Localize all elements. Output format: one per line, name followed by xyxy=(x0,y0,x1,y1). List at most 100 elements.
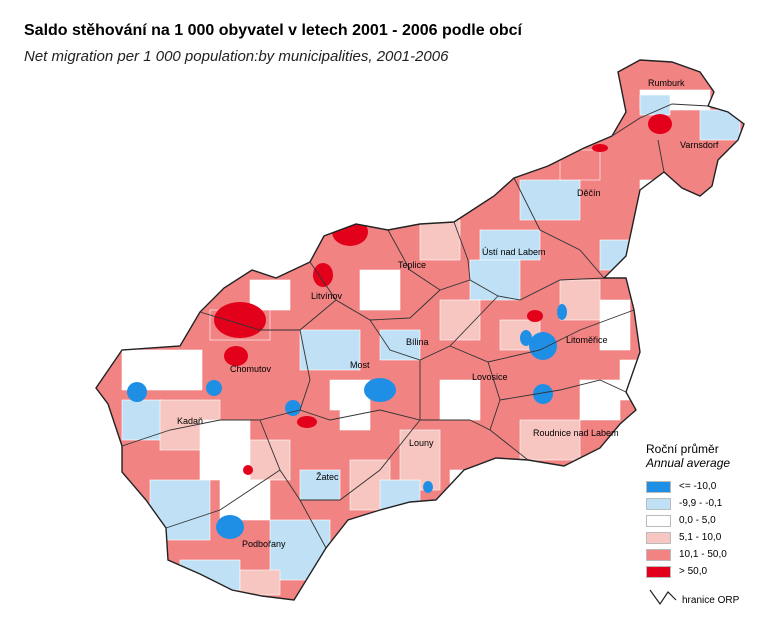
municipality-patch xyxy=(239,569,281,596)
legend-item: 10,1 - 50,0 xyxy=(646,546,768,563)
orp-border xyxy=(453,221,471,281)
municipality-patch xyxy=(313,263,333,287)
town-label-roudnice: Roudnice nad Labem xyxy=(533,428,619,438)
orp-borders xyxy=(121,103,709,549)
legend-label: > 50,0 xyxy=(679,566,708,577)
legend-swatch xyxy=(646,548,671,561)
municipality-patch xyxy=(419,219,461,261)
municipality-patch xyxy=(364,378,396,402)
municipality-patch xyxy=(699,109,741,141)
town-label-rumburk: Rumburk xyxy=(648,78,685,88)
legend-swatch xyxy=(646,480,671,493)
municipality-patch xyxy=(469,259,521,301)
municipality-patch xyxy=(179,559,241,591)
border-key: hranice ORP xyxy=(648,586,739,606)
orp-border xyxy=(611,103,709,137)
orp-border xyxy=(299,499,327,549)
town-label-litomerice: Litoměřice xyxy=(566,335,608,345)
municipality-patch xyxy=(329,379,371,411)
legend-swatch xyxy=(646,565,671,578)
municipality-patch xyxy=(533,384,553,404)
municipality-patch xyxy=(127,382,147,402)
legend-item: 0,0 - 5,0 xyxy=(646,512,768,529)
orp-border xyxy=(121,409,301,447)
municipality-patch xyxy=(199,419,251,481)
municipality-patch xyxy=(520,330,532,346)
legend-item: > 50,0 xyxy=(646,563,768,580)
town-labels: Rumburk Varnsdorf Děčín Ústí nad Labem T… xyxy=(177,78,719,549)
legend-subtitle: Annual average xyxy=(646,456,731,470)
legend-item: -9,9 - -0,1 xyxy=(646,495,768,512)
legend-swatch xyxy=(646,514,671,527)
border-key-label: hranice ORP xyxy=(682,595,740,606)
legend-label: 10,1 - 50,0 xyxy=(679,549,727,560)
municipality-patch xyxy=(529,332,557,360)
municipality-patch xyxy=(559,149,601,181)
town-label-kadan: Kadaň xyxy=(177,416,203,426)
municipality-patch xyxy=(249,439,291,481)
municipality-patch xyxy=(299,469,341,501)
municipality-patch xyxy=(449,469,481,501)
town-label-litvinov: Litvínov xyxy=(311,291,343,301)
orp-border xyxy=(449,309,635,363)
municipality-patch xyxy=(216,515,244,539)
municipality-patch xyxy=(439,379,481,421)
orp-border xyxy=(299,329,491,431)
municipality-patch xyxy=(299,329,361,371)
orp-border xyxy=(499,379,627,401)
orp-border xyxy=(165,469,281,529)
legend-label: <= -10,0 xyxy=(679,481,717,492)
town-label-lovosice: Lovosice xyxy=(472,372,508,382)
municipality-patch xyxy=(243,465,253,475)
town-label-usti: Ústí nad Labem xyxy=(482,247,546,257)
municipality-patch xyxy=(379,479,421,511)
orp-border xyxy=(259,419,421,501)
orp-border xyxy=(487,361,529,461)
town-label-louny: Louny xyxy=(409,438,434,448)
municipality-patch xyxy=(285,400,301,416)
municipality-patch xyxy=(206,380,222,396)
legend-label: -9,9 - -0,1 xyxy=(679,498,723,509)
municipality-patch xyxy=(557,304,567,320)
municipality-patch xyxy=(249,279,291,311)
town-label-podborany: Podbořany xyxy=(242,539,286,549)
municipality-patch xyxy=(214,302,266,338)
legend-item: 5,1 - 10,0 xyxy=(646,529,768,546)
municipality-patch xyxy=(359,269,401,311)
town-label-chomutov: Chomutov xyxy=(230,364,272,374)
municipality-patch xyxy=(297,416,317,428)
town-label-decin: Děčín xyxy=(577,188,601,198)
municipality-patch xyxy=(592,144,608,152)
legend-swatch xyxy=(646,531,671,544)
municipality-patch xyxy=(599,299,631,351)
municipality-patch xyxy=(519,179,581,221)
orp-border xyxy=(657,139,665,173)
municipality-patch xyxy=(423,481,433,493)
orp-border xyxy=(387,229,605,301)
town-label-zatec: Žatec xyxy=(316,472,339,482)
municipality-patch xyxy=(648,114,672,134)
border-line-icon xyxy=(649,589,677,606)
municipality-patch xyxy=(527,310,543,322)
legend-swatch xyxy=(646,497,671,510)
town-label-bilina: Bílina xyxy=(406,337,429,347)
municipality-patch xyxy=(224,346,248,366)
municipality-patch xyxy=(639,94,671,116)
municipality-patch xyxy=(149,479,211,541)
legend-label: 0,0 - 5,0 xyxy=(679,515,716,526)
orp-border xyxy=(199,299,337,331)
municipality-patch xyxy=(339,409,371,431)
municipality-patch xyxy=(219,479,271,521)
town-label-teplice: Teplice xyxy=(398,260,426,270)
legend-item: <= -10,0 xyxy=(646,478,768,495)
municipality-patch xyxy=(579,379,621,421)
orp-border xyxy=(513,177,605,279)
legend-label: 5,1 - 10,0 xyxy=(679,532,722,543)
legend-title: Roční průměr xyxy=(646,442,719,456)
map-subtitle: Net migration per 1 000 population:by mu… xyxy=(24,48,449,65)
municipality-patch xyxy=(519,419,581,461)
municipality-patch xyxy=(439,299,481,341)
map-title: Saldo stěhování na 1 000 obyvatel v lete… xyxy=(24,22,522,39)
municipality-patch xyxy=(121,399,163,441)
